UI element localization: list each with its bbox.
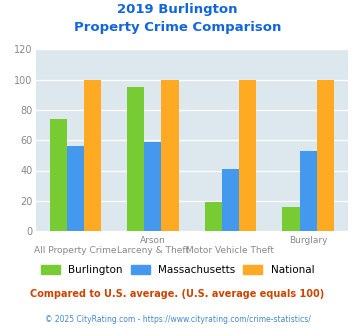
Bar [300,151,317,231]
Bar [50,119,67,231]
Bar [84,80,101,231]
Bar [127,87,144,231]
Bar [222,169,239,231]
Bar [205,202,222,231]
Bar [317,80,334,231]
Text: Burglary: Burglary [289,236,327,245]
Bar [283,207,300,231]
Bar [162,80,179,231]
Bar [67,146,84,231]
Legend: Burlington, Massachusetts, National: Burlington, Massachusetts, National [37,261,318,280]
Text: Compared to U.S. average. (U.S. average equals 100): Compared to U.S. average. (U.S. average … [31,289,324,299]
Text: 2019 Burlington: 2019 Burlington [117,3,238,16]
Text: Property Crime Comparison: Property Crime Comparison [74,21,281,34]
Text: Arson: Arson [140,236,166,245]
Text: Larceny & Theft: Larceny & Theft [117,246,189,255]
Bar [239,80,256,231]
Text: All Property Crime: All Property Crime [34,246,116,255]
Text: Motor Vehicle Theft: Motor Vehicle Theft [186,246,274,255]
Bar [144,142,162,231]
Text: © 2025 CityRating.com - https://www.cityrating.com/crime-statistics/: © 2025 CityRating.com - https://www.city… [45,315,310,324]
